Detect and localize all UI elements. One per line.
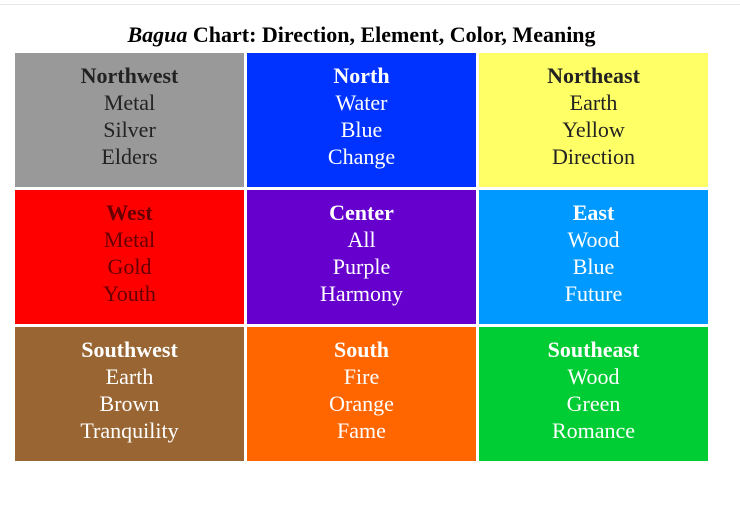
cell-color: Gold (107, 254, 152, 279)
cell-direction: Northwest (80, 63, 179, 88)
cell-color: Blue (340, 117, 383, 142)
cell-direction: North (333, 63, 390, 88)
cell-direction: West (106, 200, 153, 225)
cell-center: Center All Purple Harmony (247, 190, 476, 324)
title-rest: Chart: Direction, Element, Color, Meanin… (187, 22, 596, 47)
cell-meaning: Change (327, 144, 396, 169)
cell-element: Metal (103, 227, 156, 252)
cell-direction: South (333, 337, 390, 362)
cell-element: Wood (567, 227, 620, 252)
cell-color: Yellow (562, 117, 625, 142)
cell-element: Metal (103, 90, 156, 115)
cell-direction: East (572, 200, 615, 225)
cell-meaning: Future (564, 281, 623, 306)
bagua-grid: Northwest Metal Silver Elders North Wate… (15, 53, 708, 461)
cell-element: Earth (569, 90, 618, 115)
cell-element: All (347, 227, 376, 252)
cell-color: Brown (99, 391, 160, 416)
cell-color: Silver (103, 117, 156, 142)
cell-meaning: Elders (101, 144, 158, 169)
top-divider (0, 4, 740, 5)
cell-southeast: Southeast Wood Green Romance (479, 327, 708, 461)
cell-southwest: Southwest Earth Brown Tranquility (15, 327, 244, 461)
cell-east: East Wood Blue Future (479, 190, 708, 324)
cell-element: Wood (567, 364, 620, 389)
title-italic: Bagua (127, 22, 188, 47)
cell-meaning: Fame (337, 418, 386, 443)
cell-color: Blue (572, 254, 615, 279)
cell-direction: Center (329, 200, 394, 225)
cell-element: Water (335, 90, 388, 115)
cell-color: Purple (332, 254, 391, 279)
cell-meaning: Romance (551, 418, 636, 443)
cell-northwest: Northwest Metal Silver Elders (15, 53, 244, 187)
cell-northeast: Northeast Earth Yellow Direction (479, 53, 708, 187)
cell-meaning: Direction (551, 144, 636, 169)
cell-direction: Northeast (547, 63, 640, 88)
cell-color: Green (566, 391, 621, 416)
cell-meaning: Youth (103, 281, 156, 306)
chart-title: Bagua Chart: Direction, Element, Color, … (15, 22, 708, 48)
cell-color: Orange (329, 391, 394, 416)
cell-west: West Metal Gold Youth (15, 190, 244, 324)
cell-meaning: Tranquility (80, 418, 179, 443)
cell-south: South Fire Orange Fame (247, 327, 476, 461)
cell-direction: Southeast (547, 337, 640, 362)
cell-north: North Water Blue Change (247, 53, 476, 187)
cell-meaning: Harmony (319, 281, 404, 306)
cell-element: Earth (105, 364, 154, 389)
cell-direction: Southwest (81, 337, 178, 362)
cell-element: Fire (343, 364, 380, 389)
